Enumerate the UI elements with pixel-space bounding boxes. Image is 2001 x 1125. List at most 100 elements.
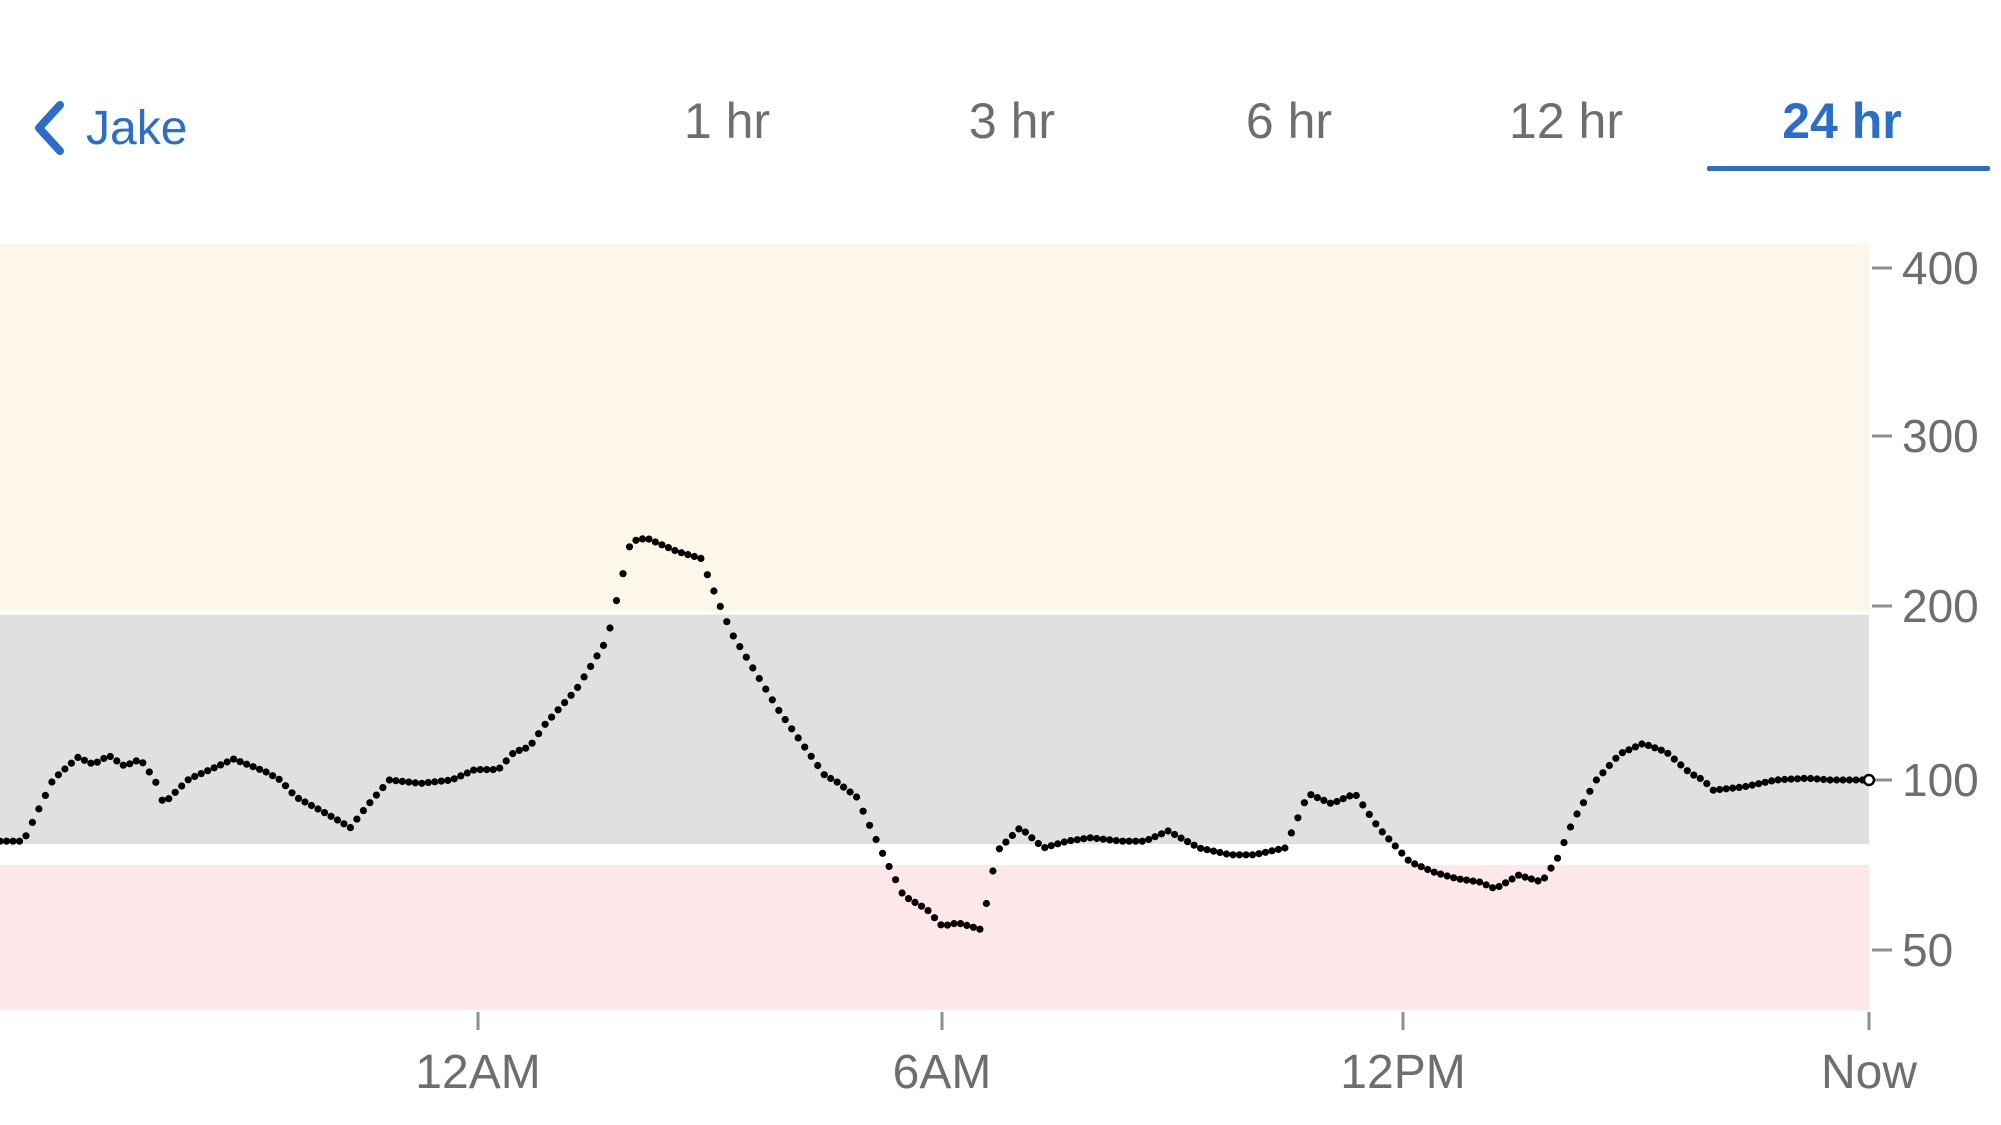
reading-point — [1644, 741, 1652, 750]
reading-point — [522, 744, 530, 752]
reading-point — [1456, 875, 1464, 883]
reading-point — [262, 768, 270, 776]
reading-point — [1476, 878, 1484, 886]
tab-6hr[interactable]: 6 hr — [1245, 93, 1333, 149]
reading-point — [1404, 856, 1412, 864]
reading-point — [1794, 775, 1802, 783]
reading-point — [775, 706, 783, 715]
reading-point — [314, 805, 322, 813]
reading-point — [502, 757, 510, 765]
reading-point — [1527, 875, 1536, 883]
reading-point — [379, 784, 387, 792]
reading-point — [658, 541, 666, 549]
y-tick-label-100: 100 — [1902, 754, 1979, 806]
reading-point — [1177, 834, 1185, 842]
reading-point — [145, 768, 153, 776]
reading-point — [541, 720, 549, 728]
reading-point — [1482, 881, 1490, 889]
reading-point — [1385, 835, 1393, 843]
reading-point — [1748, 781, 1756, 789]
reading-point — [1391, 842, 1399, 850]
reading-point — [489, 766, 497, 774]
reading-point — [385, 776, 393, 784]
reading-point — [1352, 791, 1360, 800]
reading-point — [223, 758, 231, 766]
reading-point — [820, 771, 828, 779]
reading-point — [619, 570, 627, 578]
reading-point — [463, 769, 471, 777]
reading-point — [132, 757, 140, 765]
reading-point — [9, 837, 17, 845]
tab-1hr[interactable]: 1 hr — [683, 93, 771, 149]
reading-point — [1184, 838, 1192, 846]
reading-point — [859, 807, 867, 815]
reading-point — [1625, 746, 1633, 754]
reading-point — [119, 761, 127, 769]
reading-point — [580, 673, 588, 681]
reading-point — [217, 761, 225, 769]
reading-point — [963, 921, 971, 930]
reading-point — [301, 798, 309, 806]
reading-point — [1132, 837, 1140, 845]
reading-point — [333, 816, 342, 824]
reading-point — [904, 895, 913, 903]
tab-12hr[interactable]: 12 hr — [1509, 93, 1623, 149]
reading-point — [230, 755, 238, 763]
reading-point — [1093, 834, 1101, 843]
reading-point — [638, 535, 647, 543]
reading-point — [1761, 778, 1769, 786]
reading-point — [1489, 884, 1497, 892]
reading-point — [1690, 771, 1698, 779]
reading-point — [450, 775, 458, 783]
y-axis: 400 300 200 100 50 — [1872, 242, 1979, 976]
reading-point — [1333, 797, 1341, 806]
reading-point — [1294, 814, 1302, 822]
reading-point — [1631, 743, 1639, 751]
reading-point — [1307, 791, 1315, 799]
reading-point — [736, 643, 744, 651]
reading-point — [917, 902, 926, 910]
reading-point — [1197, 844, 1205, 852]
reading-point — [814, 761, 822, 770]
reading-point — [1670, 755, 1678, 763]
reading-point — [807, 752, 815, 760]
reading-point — [1566, 823, 1575, 831]
reading-point — [937, 921, 945, 929]
reading-point — [431, 778, 439, 786]
back-label: Jake — [86, 101, 188, 155]
tab-3hr[interactable]: 3 hr — [968, 93, 1056, 149]
high-range-band — [0, 244, 1869, 611]
back-button[interactable]: Jake — [34, 88, 187, 168]
reading-point — [1398, 849, 1406, 857]
reading-point — [982, 899, 991, 908]
reading-point — [0, 837, 4, 845]
reading-point — [372, 791, 380, 799]
reading-point — [340, 820, 348, 828]
reading-point — [762, 685, 770, 693]
reading-point — [710, 587, 718, 595]
reading-point — [1216, 848, 1224, 857]
reading-point — [1787, 775, 1795, 783]
reading-point — [41, 791, 50, 800]
reading-point — [989, 867, 997, 875]
reading-point — [197, 770, 205, 778]
reading-point — [1203, 846, 1211, 854]
reading-point — [1742, 782, 1750, 791]
reading-point — [1463, 876, 1471, 884]
reading-point — [1826, 776, 1834, 784]
tab-24hr[interactable]: 24 hr — [1782, 93, 1902, 149]
reading-point — [840, 783, 848, 791]
reading-point — [1469, 877, 1477, 885]
y-tick-label-50: 50 — [1902, 924, 1953, 976]
reading-point — [950, 920, 958, 928]
reading-point — [528, 739, 536, 747]
reading-point — [476, 766, 484, 774]
reading-point — [346, 824, 354, 832]
reading-point — [1326, 799, 1334, 807]
reading-point — [794, 734, 802, 742]
reading-point — [178, 782, 186, 790]
reading-point — [1774, 776, 1782, 784]
reading-point — [1229, 851, 1237, 859]
reading-point — [152, 778, 160, 786]
reading-point — [885, 862, 893, 871]
